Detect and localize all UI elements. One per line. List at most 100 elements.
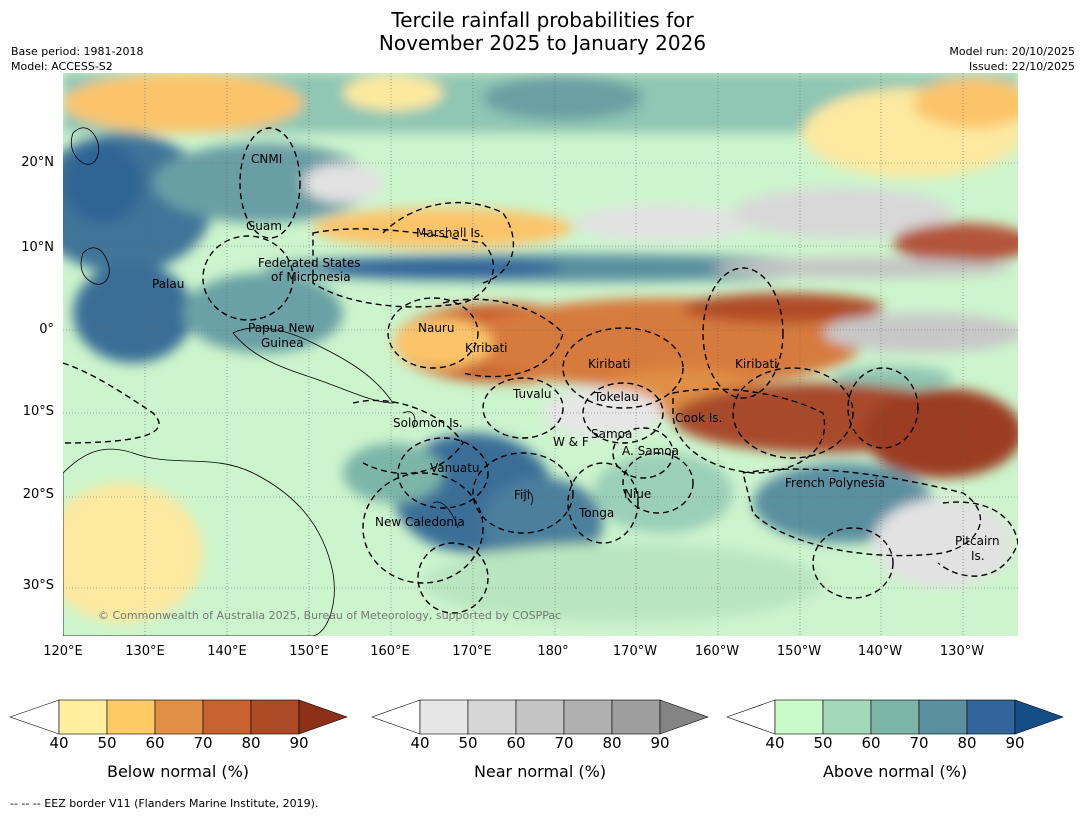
cb-above-bin-40 [774,699,824,735]
cb-near-label: Near normal (%) [473,762,607,781]
cb-above-tick-40: 40 [765,734,785,752]
label-kiribati-central: Kiribati [588,357,631,371]
lon-label-140e: 140°E [207,644,247,659]
model-name: Model: ACCESS-S2 [11,60,113,73]
cb-above-tick-90: 90 [1005,734,1025,752]
base-period: Base period: 1981-2018 [11,45,144,58]
meta-left: Base period: 1981-2018 Model: ACCESS-S2 [11,44,143,74]
cb-below-tick-80: 80 [241,734,261,752]
label-fsm-line1: Federated States [258,256,361,270]
cb-near-tick-40: 40 [410,734,430,752]
cb-below-bin-80 [250,699,300,735]
cb-above-tick-80: 80 [957,734,977,752]
lat-label-20s: 20°S [22,487,54,502]
cb-above-bin-50 [822,699,872,735]
label-kiribati-west: Kiribati [465,341,508,355]
cb-near-bin-50 [467,699,517,735]
label-pitcairn-line1: Pitcairn [955,534,1000,548]
label-png-line1: Papua New [248,321,315,335]
label-png-line2: Guinea [261,336,304,350]
cb-near-bin-80 [611,699,661,735]
label-tonga: Tonga [579,506,615,520]
lon-label-180: 180° [537,644,569,659]
lat-label-0: 0° [39,322,54,337]
cb-above-bin-60 [870,699,920,735]
cb-above-tick-70: 70 [909,734,929,752]
coastlines [63,127,533,636]
colorbar-below-normal [9,699,348,735]
copyright-notice: © Commonwealth of Australia 2025, Bureau… [98,609,562,622]
lon-label-130w: 130°W [939,644,985,659]
label-wallis-futuna: W & F [553,435,589,449]
map-title-line2: November 2025 to January 2026 [378,31,707,55]
cb-below-bin-70 [202,699,252,735]
cb-below-tick-60: 60 [145,734,165,752]
cb-below-bin-60 [154,699,204,735]
lat-label-10n: 10°N [21,240,54,255]
map-title-line1: Tercile rainfall probabilities for [391,8,694,32]
cb-above-bin-80 [966,699,1016,735]
cb-near-tick-90: 90 [650,734,670,752]
rainfall-probability-map [63,73,1018,636]
cb-below-high-arrow [298,699,348,735]
cb-above-bin-70 [918,699,968,735]
lon-label-170e: 170°E [452,644,492,659]
lon-label-150w: 150°W [776,644,822,659]
cb-near-bin-60 [515,699,565,735]
cb-near-tick-50: 50 [458,734,478,752]
colorbar-near-normal [371,699,709,735]
label-french-polynesia: French Polynesia [785,476,886,490]
colorbar-above-normal [726,699,1064,735]
cb-near-tick-70: 70 [554,734,574,752]
label-tuvalu: Tuvalu [513,387,552,401]
lon-label-160e: 160°E [370,644,410,659]
lon-label-150e: 150°E [289,644,329,659]
cb-near-tick-80: 80 [602,734,622,752]
label-solomon: Solomon Is. [393,416,463,430]
label-tokelau: Tokelau [594,390,639,404]
label-fiji: Fiji [514,488,531,502]
lon-label-130e: 130°E [125,644,165,659]
lon-label-160w: 160°W [694,644,740,659]
colorbars [9,699,1064,735]
cb-above-low-arrow [726,699,776,735]
model-run: Model run: 20/10/2025 [949,45,1075,58]
cb-near-low-arrow [371,699,421,735]
label-marshall: Marshall Is. [416,226,484,240]
cb-above-high-arrow [1014,699,1064,735]
label-kiribati-east: Kiribati [735,357,778,371]
label-guam: Guam [246,219,282,233]
label-cnmi: CNMI [251,152,283,166]
cb-below-low-arrow [9,699,60,735]
lat-label-30s: 30°S [22,578,54,593]
lon-label-120e: 120°E [43,644,83,659]
cb-above-tick-60: 60 [861,734,881,752]
label-palau: Palau [152,277,185,291]
cb-below-bin-50 [106,699,156,735]
label-fsm-line2: of Micronesia [271,270,351,284]
cb-below-tick-40: 40 [49,734,69,752]
cb-above-tick-50: 50 [813,734,833,752]
eez-borders [63,127,1018,614]
lon-label-140w: 140°W [857,644,903,659]
cb-near-bin-40 [419,699,469,735]
cb-below-tick-50: 50 [97,734,117,752]
cb-below-tick-90: 90 [289,734,309,752]
label-vanuatu: Vanuatu [430,461,480,475]
lon-label-170w: 170°W [612,644,658,659]
graticule [63,73,1018,636]
cb-below-label: Below normal (%) [106,762,250,781]
label-cook-islands: Cook Is. [675,411,723,425]
meta-right: Model run: 20/10/2025 Issued: 22/10/2025 [949,44,1075,74]
cb-near-high-arrow [659,699,709,735]
lat-label-20n: 20°N [21,155,54,170]
label-pitcairn-line2: Is. [971,549,985,563]
lat-label-10s: 10°S [22,404,54,419]
eez-note: -- -- -- EEZ border V11 (Flanders Marine… [10,797,319,810]
cb-near-tick-60: 60 [506,734,526,752]
label-samoa: Samoa [591,427,633,441]
issued-date: Issued: 22/10/2025 [968,60,1075,73]
cb-below-bin-40 [58,699,108,735]
cb-near-bin-70 [563,699,613,735]
cb-above-label: Above normal (%) [822,762,968,781]
